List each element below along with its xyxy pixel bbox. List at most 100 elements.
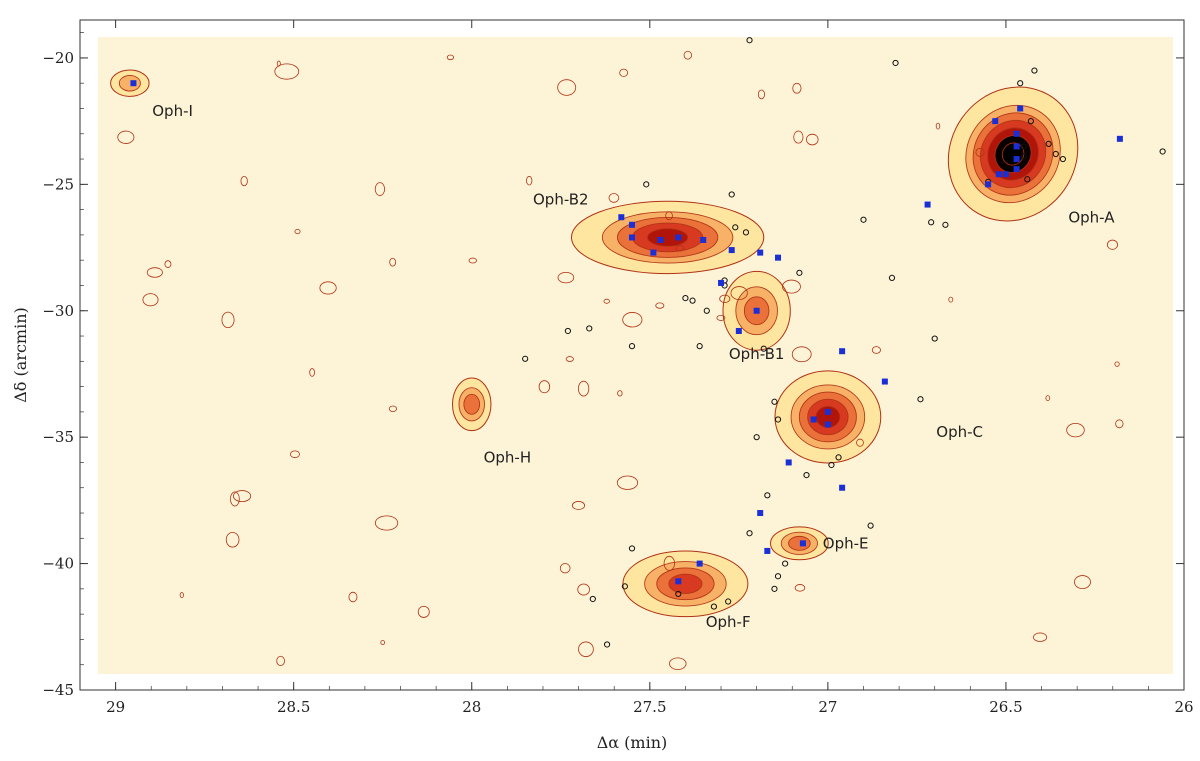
square-source-marker [650, 249, 657, 256]
circle-source-marker [760, 345, 767, 352]
noise-contour [557, 271, 575, 284]
circle-source-marker [1045, 140, 1052, 147]
noise-contour [1114, 361, 1120, 367]
label-oph-b1: Oph-B1 [729, 345, 785, 363]
square-source-marker [657, 236, 664, 243]
noise-contour [871, 346, 881, 354]
circle-source-marker [725, 598, 732, 605]
noise-contour [730, 286, 748, 301]
noise-contour [1045, 395, 1051, 402]
label-oph-e: Oph-E [823, 534, 869, 552]
square-source-marker [629, 221, 635, 228]
square-source-marker [1013, 156, 1020, 163]
square-source-marker [675, 578, 682, 585]
square-source-marker [799, 540, 806, 547]
square-source-marker [1017, 105, 1024, 112]
label-oph-h: Oph-H [484, 448, 532, 466]
noise-contour [793, 130, 804, 144]
label-oph-b2: Oph-B2 [533, 191, 589, 209]
noise-contour [603, 298, 610, 304]
circle-source-marker [771, 398, 778, 405]
noise-contour [1107, 239, 1118, 250]
square-source-marker [764, 547, 771, 554]
x-tick-label: 26 [1174, 698, 1193, 716]
noise-contour [230, 491, 240, 507]
square-source-marker [753, 307, 760, 314]
square-source-marker [775, 254, 782, 261]
label-oph-c: Oph-C [936, 423, 983, 441]
x-tick-label: 28 [462, 698, 481, 716]
square-source-marker [839, 348, 846, 355]
noise-contour [675, 244, 685, 252]
noise-contour [565, 356, 574, 362]
noise-contour [655, 302, 665, 309]
circle-source-marker [753, 434, 760, 441]
square-source-marker [618, 214, 625, 221]
noise-contour [792, 82, 802, 94]
noise-contour [538, 380, 551, 394]
clump-oph-h [452, 377, 492, 432]
circle-source-marker [621, 583, 628, 590]
noise-contour [1074, 575, 1091, 589]
x-axis-title: Δα (min) [597, 733, 668, 752]
noise-contour [276, 655, 285, 667]
noise-contour [791, 346, 812, 363]
noise-contour [468, 257, 477, 264]
noise-contour [319, 281, 337, 295]
circle-source-marker [928, 219, 935, 226]
y-tick-label: −25 [42, 175, 74, 193]
noise-contour [179, 592, 184, 598]
square-source-marker [130, 80, 137, 87]
circle-source-marker [589, 595, 596, 603]
noise-contour [577, 583, 590, 596]
label-oph-a: Oph-A [1068, 208, 1115, 226]
noise-contour [388, 405, 397, 413]
circle-source-marker [888, 274, 896, 281]
noise-contour [616, 475, 639, 490]
circle-source-marker [860, 216, 867, 223]
clump-oph-c [774, 370, 882, 464]
circle-source-marker [764, 492, 771, 499]
circle-source-marker [628, 343, 636, 350]
label-oph-f: Oph-F [706, 613, 751, 631]
square-source-marker [696, 560, 703, 567]
circle-source-marker [1159, 148, 1166, 155]
circle-source-marker [892, 59, 899, 67]
square-source-marker [757, 249, 764, 256]
square-source-marker [810, 416, 817, 423]
circle-source-marker [682, 295, 689, 302]
noise-contour [221, 311, 235, 328]
noise-contour [663, 555, 675, 571]
circle-source-marker [771, 585, 778, 592]
square-source-marker [718, 279, 725, 286]
circle-source-marker [746, 530, 753, 537]
square-source-marker [824, 408, 831, 415]
y-tick-label: −20 [42, 49, 74, 67]
x-tick-label: 26.5 [989, 698, 1022, 716]
noise-contour [1115, 419, 1124, 429]
circle-source-marker [746, 37, 753, 44]
circle-source-marker [564, 327, 571, 335]
circle-source-marker [675, 590, 682, 598]
circle-source-marker [835, 454, 842, 461]
clump-oph-f [622, 550, 749, 618]
noise-contour [1033, 632, 1048, 642]
circle-source-marker [1031, 67, 1038, 74]
x-tick-label: 27 [818, 698, 837, 716]
circle-source-marker [628, 545, 636, 552]
square-source-marker [824, 421, 831, 428]
circle-source-marker [1027, 118, 1034, 125]
noise-contour [578, 641, 594, 657]
noise-contour [794, 584, 806, 592]
circle-source-marker [1052, 150, 1059, 158]
noise-contour [446, 54, 454, 61]
x-tick-label: 29 [106, 698, 125, 716]
square-source-marker [735, 327, 742, 334]
noise-contour [571, 501, 586, 510]
noise-contour [380, 640, 386, 645]
circle-source-marker [1059, 155, 1067, 163]
noise-contour [309, 368, 315, 377]
noise-contour [294, 228, 301, 235]
noise-contour [417, 605, 430, 618]
